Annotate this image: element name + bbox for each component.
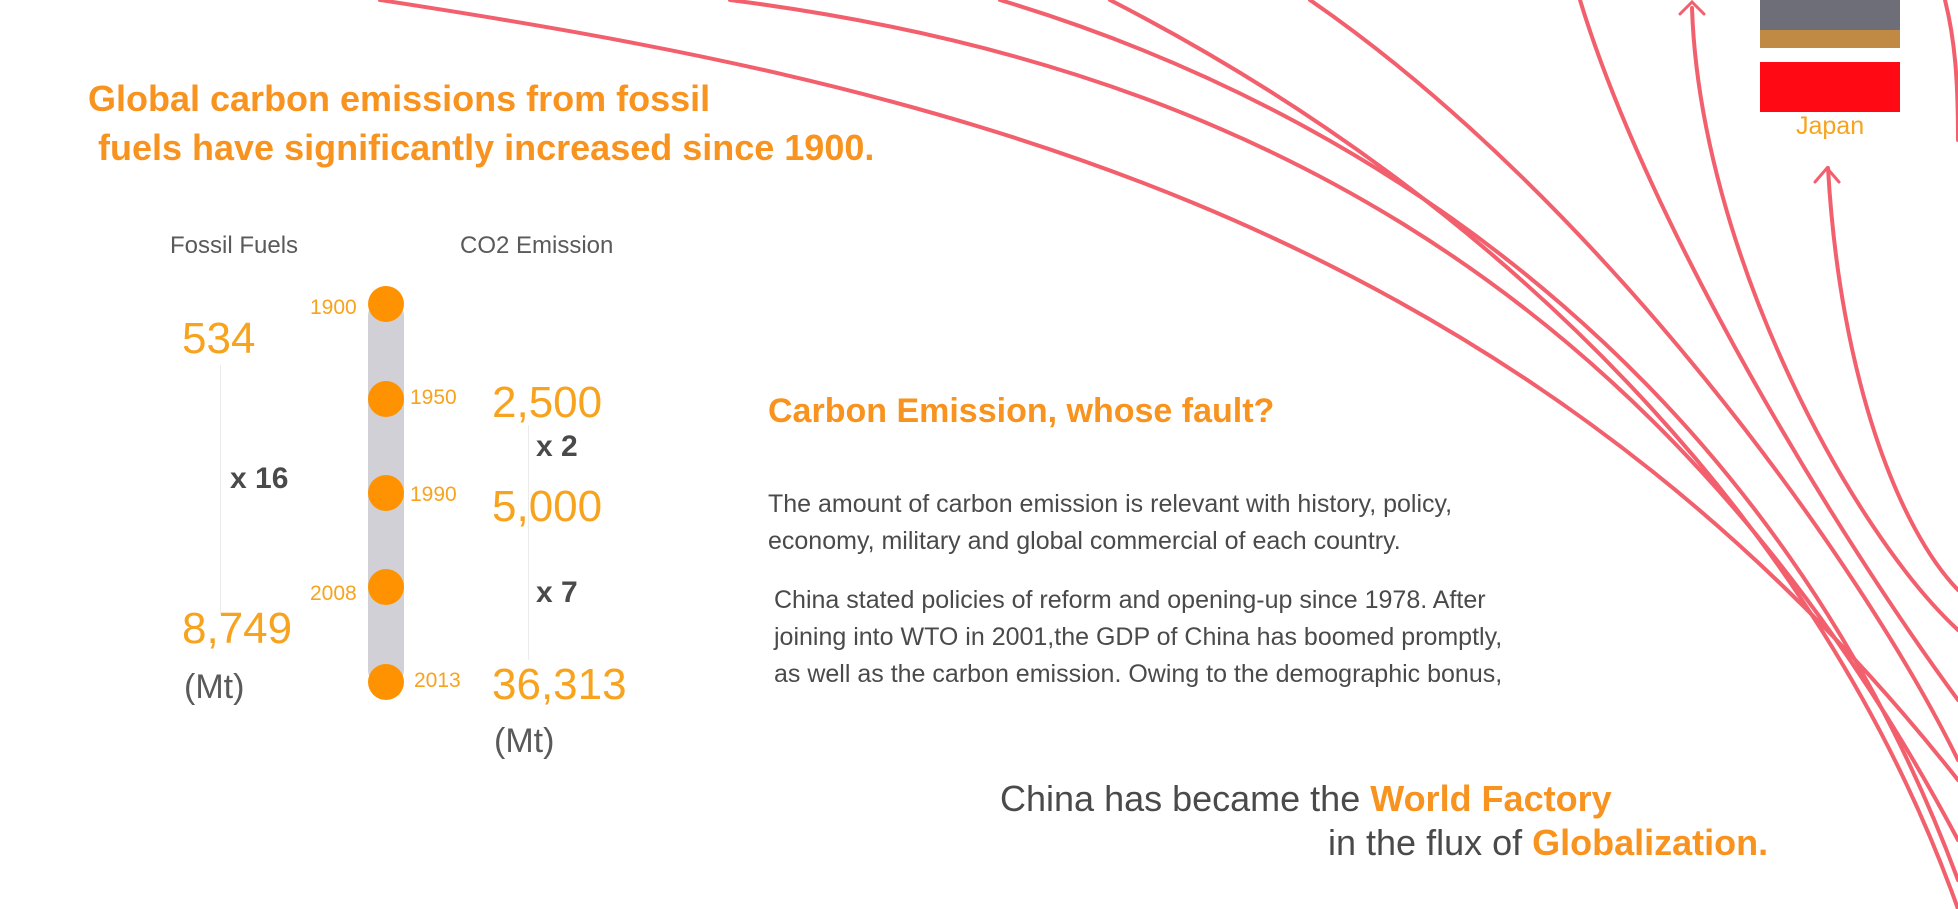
co2-value-2013: 36,313: [492, 660, 627, 709]
arrowhead-icon: [1678, 0, 1706, 16]
flow-curve: [1826, 166, 1958, 592]
intro-line: economy, military and global commercial …: [768, 527, 1401, 555]
flag-swatch-gray: [1760, 0, 1900, 30]
co2-value-1990: 5,000: [492, 482, 603, 531]
timeline-dot-1990: [368, 475, 404, 511]
tagline-highlight-globalization: Globalization.: [1532, 822, 1769, 863]
tagline-prefix-1: China has became the: [1000, 778, 1371, 819]
year-label-1990: 1990: [410, 483, 457, 506]
tagline-prefix-2: in the flux of: [1328, 822, 1533, 863]
fossil-guide-line: [220, 365, 221, 615]
arrowhead-icon: [1813, 165, 1841, 184]
china-line: joining into WTO in 2001,the GDP of Chin…: [774, 623, 1503, 651]
china-line: as well as the carbon emission. Owing to…: [774, 660, 1503, 688]
tagline-line-2: in the flux of Globalization.: [1328, 822, 1768, 864]
flow-curve: [998, 0, 1958, 882]
china-line: China stated policies of reform and open…: [774, 586, 1486, 614]
year-label-1900: 1900: [310, 296, 357, 319]
fossil-unit: (Mt): [184, 668, 245, 706]
co2-multiplier-1: x 2: [536, 430, 578, 463]
co2-emission-label: CO2 Emission: [460, 232, 614, 259]
tagline-highlight-world-factory: World Factory: [1370, 778, 1612, 819]
headline-line-1: Global carbon emissions from fossil: [88, 78, 711, 119]
co2-unit: (Mt): [494, 722, 555, 760]
page-headline: Global carbon emissions from fossil fuel…: [88, 74, 874, 172]
headline-line-2: fuels have significantly increased since…: [88, 127, 875, 168]
timeline-dot-1900: [368, 286, 404, 322]
flow-curve: [728, 0, 1958, 842]
flow-curve: [1108, 0, 1958, 909]
intro-line: The amount of carbon emission is relevan…: [768, 490, 1453, 518]
year-label-1950: 1950: [410, 386, 457, 409]
tagline-line-1: China has became the World Factory: [1000, 778, 1612, 820]
section-title: Carbon Emission, whose fault?: [768, 392, 1275, 430]
co2-guide-line: [528, 425, 529, 660]
flow-curve: [1690, 6, 1958, 632]
co2-multiplier-2: x 7: [536, 576, 578, 609]
timeline-dot-2013: [368, 664, 404, 700]
japan-label: Japan: [1796, 112, 1865, 140]
japan-flag-swatch: [1760, 62, 1900, 112]
flow-curve: [1943, 0, 1958, 142]
fossil-value-2013: 8,749: [182, 604, 293, 653]
timeline-dot-2008: [368, 569, 404, 605]
flow-curve: [1578, 0, 1958, 702]
fossil-fuels-label: Fossil Fuels: [170, 232, 299, 259]
timeline-dot-1950: [368, 381, 404, 417]
flow-curve: [1308, 0, 1958, 762]
fossil-value-1900: 534: [182, 314, 256, 363]
china-paragraph: China stated policies of reform and open…: [774, 582, 1502, 693]
co2-value-1950: 2,500: [492, 378, 603, 427]
flow-curve: [378, 0, 1958, 782]
fossil-multiplier: x 16: [230, 462, 289, 495]
year-label-2008: 2008: [310, 582, 357, 605]
year-label-2013: 2013: [414, 669, 461, 692]
flag-swatch-tan: [1760, 30, 1900, 48]
intro-paragraph: The amount of carbon emission is relevan…: [768, 486, 1452, 560]
